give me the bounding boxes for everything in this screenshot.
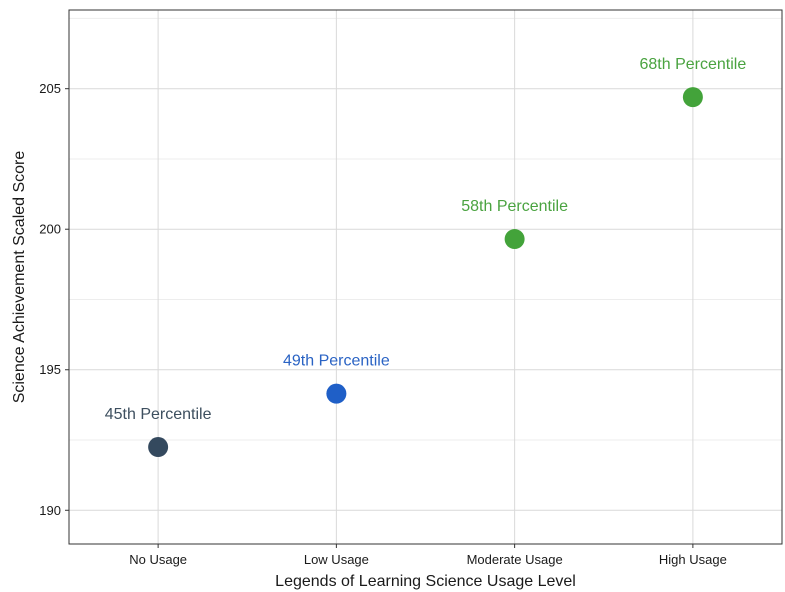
data-point (682, 87, 703, 108)
x-tick-label: Moderate Usage (467, 552, 563, 567)
y-tick-label: 190 (39, 503, 61, 518)
axes (68, 9, 783, 545)
x-tick-label: High Usage (659, 552, 727, 567)
data-labels: 45th Percentile 49th Percentile 58th Perce… (105, 56, 747, 423)
data-label: 49th Percentile (283, 353, 390, 370)
x-tick-label: No Usage (129, 552, 187, 567)
major-gridlines (69, 10, 782, 544)
data-label: 58th Percentile (461, 198, 568, 215)
data-label: 45th Percentile (105, 406, 212, 423)
y-tick-label: 205 (39, 81, 61, 96)
data-point (326, 383, 347, 404)
x-tick-label: Low Usage (304, 552, 369, 567)
data-point (504, 229, 525, 250)
data-label: 68th Percentile (640, 56, 747, 73)
y-tick-label: 195 (39, 362, 61, 377)
plot-panel-border (68, 9, 783, 545)
x-axis-title: Legends of Learning Science Usage Level (275, 573, 576, 590)
y-axis-title: Science Achievement Scaled Score (11, 151, 28, 404)
x-axis-ticks: No Usage Low Usage Moderate Usage High Usag… (129, 544, 727, 567)
minor-gridlines (69, 17, 782, 441)
y-axis-ticks: 190 195 200 205 (39, 81, 69, 518)
y-tick-label: 200 (39, 222, 61, 237)
data-point (148, 437, 169, 458)
data-points (148, 87, 703, 458)
